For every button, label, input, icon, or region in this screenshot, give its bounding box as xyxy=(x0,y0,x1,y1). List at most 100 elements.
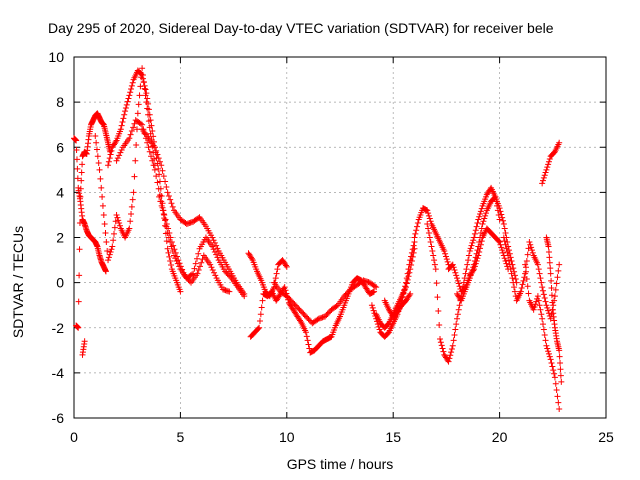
data-point xyxy=(195,266,202,273)
data-point xyxy=(112,138,119,145)
data-point xyxy=(162,178,169,185)
data-point xyxy=(191,265,198,272)
data-point xyxy=(402,284,409,291)
data-point xyxy=(209,243,216,250)
tick-layer: 0 5 10 15 20 25 -6 -4 -2 0 2 4 6 8 10 xyxy=(48,49,614,445)
data-point xyxy=(499,247,506,254)
data-point xyxy=(301,312,308,319)
y-tick-label: -6 xyxy=(52,410,65,426)
series-s15 xyxy=(411,205,452,268)
data-point xyxy=(110,237,117,244)
data-point xyxy=(411,234,418,241)
data-point xyxy=(431,257,438,264)
data-point xyxy=(465,252,472,259)
data-point xyxy=(144,95,151,102)
data-point xyxy=(212,272,219,279)
data-point xyxy=(503,245,510,252)
data-point xyxy=(496,205,503,212)
data-point xyxy=(539,315,546,322)
data-point xyxy=(156,178,163,185)
data-point xyxy=(157,198,164,205)
grid-layer xyxy=(74,57,606,418)
data-point xyxy=(114,155,121,162)
data-point xyxy=(164,189,171,196)
data-point xyxy=(531,303,538,310)
data-point xyxy=(139,75,146,82)
data-point xyxy=(545,158,552,165)
data-point xyxy=(542,298,549,305)
data-point xyxy=(500,220,507,227)
data-point xyxy=(195,250,202,257)
data-point xyxy=(113,211,120,218)
data-point xyxy=(481,215,488,222)
data-point xyxy=(523,257,530,264)
data-point xyxy=(452,326,459,333)
data-point xyxy=(126,225,133,232)
data-point xyxy=(158,202,165,209)
data-point xyxy=(155,165,162,172)
data-point xyxy=(442,250,449,257)
data-point xyxy=(539,284,546,291)
data-point xyxy=(294,303,301,310)
series-s8 xyxy=(156,193,233,295)
data-point xyxy=(439,345,446,352)
data-point xyxy=(76,272,83,279)
data-point xyxy=(454,275,461,282)
data-point xyxy=(209,234,216,241)
data-point xyxy=(558,378,565,385)
data-point xyxy=(106,251,113,258)
data-point xyxy=(544,345,551,352)
data-point xyxy=(208,264,215,271)
series-s18 xyxy=(454,193,520,304)
data-point xyxy=(472,227,479,234)
data-point xyxy=(151,144,158,151)
data-point xyxy=(182,274,189,281)
data-point xyxy=(139,72,146,79)
data-point xyxy=(181,272,188,279)
data-point xyxy=(255,325,262,332)
data-point xyxy=(211,269,218,276)
data-point xyxy=(551,374,558,381)
data-point xyxy=(194,270,201,277)
data-point xyxy=(272,275,279,282)
data-point xyxy=(138,71,145,78)
data-point xyxy=(159,207,166,214)
data-point xyxy=(500,234,507,241)
data-point xyxy=(274,266,281,273)
data-point xyxy=(133,141,140,148)
data-point xyxy=(179,266,186,273)
series-s16 xyxy=(424,184,503,365)
data-point xyxy=(540,287,547,294)
data-point xyxy=(478,225,485,232)
data-point xyxy=(168,200,175,207)
data-point xyxy=(449,261,456,268)
data-point xyxy=(545,161,552,168)
data-point xyxy=(161,211,168,218)
data-point xyxy=(324,310,331,317)
x-axis-label: GPS time / hours xyxy=(286,456,394,472)
data-point xyxy=(302,313,309,320)
data-point xyxy=(482,210,489,217)
data-point xyxy=(414,220,421,227)
data-point xyxy=(135,101,142,108)
data-point xyxy=(211,248,218,255)
data-point xyxy=(543,342,550,349)
data-point xyxy=(541,172,548,179)
data-point xyxy=(443,256,450,263)
data-point xyxy=(480,218,487,225)
data-point xyxy=(445,358,452,365)
data-point xyxy=(507,266,514,273)
data-point xyxy=(371,288,378,295)
data-point xyxy=(333,303,340,310)
data-point xyxy=(98,184,105,191)
data-point xyxy=(139,65,146,72)
data-point xyxy=(425,229,432,236)
data-point xyxy=(526,239,533,246)
data-point xyxy=(545,350,552,357)
data-point xyxy=(505,252,512,259)
data-point xyxy=(547,265,554,272)
data-point xyxy=(286,295,293,302)
data-point xyxy=(431,261,438,268)
data-point xyxy=(297,318,304,325)
data-point xyxy=(495,238,502,245)
